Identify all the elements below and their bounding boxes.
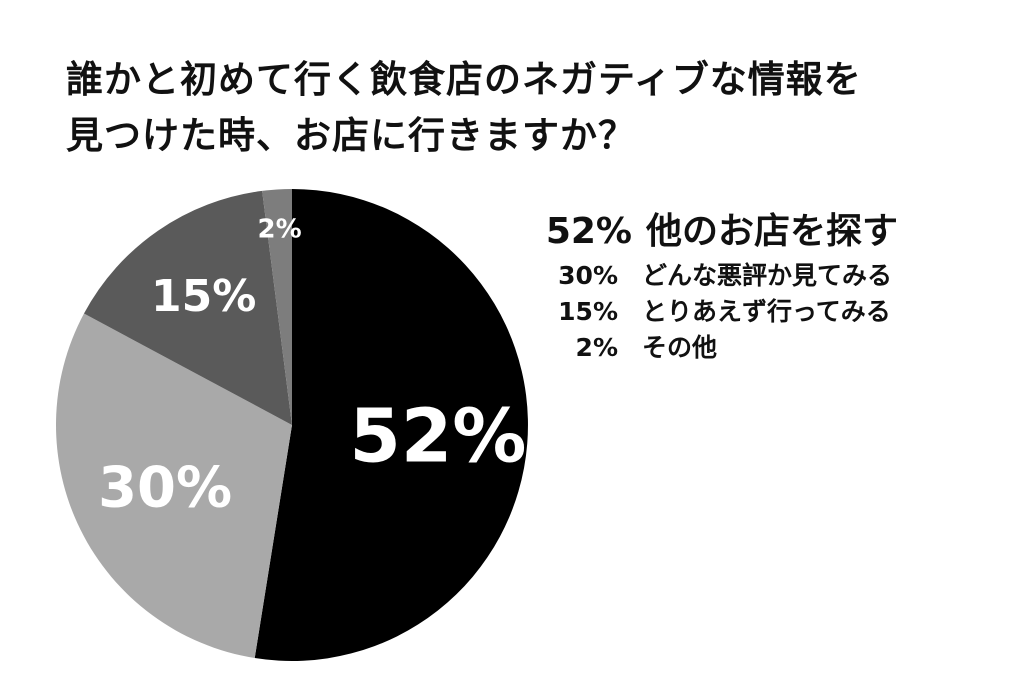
pie-slice-2-label: 30% — [98, 455, 232, 520]
legend-item-3: 15% とりあえず行ってみる — [528, 294, 898, 330]
legend-item-1-label: 他のお店を探す — [646, 211, 899, 252]
legend-item-3-label: とりあえず行ってみる — [642, 297, 891, 326]
legend-item-4-label: その他 — [642, 333, 718, 362]
chart-title: 誰かと初めて行く飲食店のネガティブな情報を 見つけた時、お店に行きますか？ — [66, 52, 986, 164]
pie-slice-4-label: 2% — [258, 215, 302, 245]
legend-item-3-value: 15% — [558, 297, 618, 326]
pie-slice-labels: 52% 30% 15%2% — [98, 215, 526, 521]
legend-item-4-value: 2% — [575, 333, 618, 362]
legend-item-1-value: 52% — [545, 211, 632, 252]
pie-slice-2 — [55, 313, 292, 659]
chart-title-line-1: 誰かと初めて行く飲食店のネガティブな情報を — [66, 58, 862, 101]
pie-slice-3-label: 15% — [151, 271, 256, 322]
pie-slice-1-label: 52% — [349, 394, 526, 480]
legend-item-1: 52% 他のお店を探す — [528, 206, 898, 258]
legend-item-2-label: どんな悪評か見てみる — [642, 261, 893, 290]
legend-item-2-value: 30% — [558, 261, 618, 290]
chart-title-line-2: 見つけた時、お店に行きますか？ — [66, 114, 636, 157]
legend-item-2: 30% どんな悪評か見てみる — [528, 258, 898, 294]
pie-slice-4 — [262, 189, 292, 425]
pie-slices — [55, 189, 528, 661]
pie-slice-3 — [83, 190, 292, 425]
legend: 52% 他のお店を探す 30% どんな悪評か見てみる 15% とりあえず行ってみ… — [528, 206, 898, 366]
pie-slice-1 — [254, 189, 528, 661]
legend-item-4: 2% その他 — [528, 330, 898, 366]
